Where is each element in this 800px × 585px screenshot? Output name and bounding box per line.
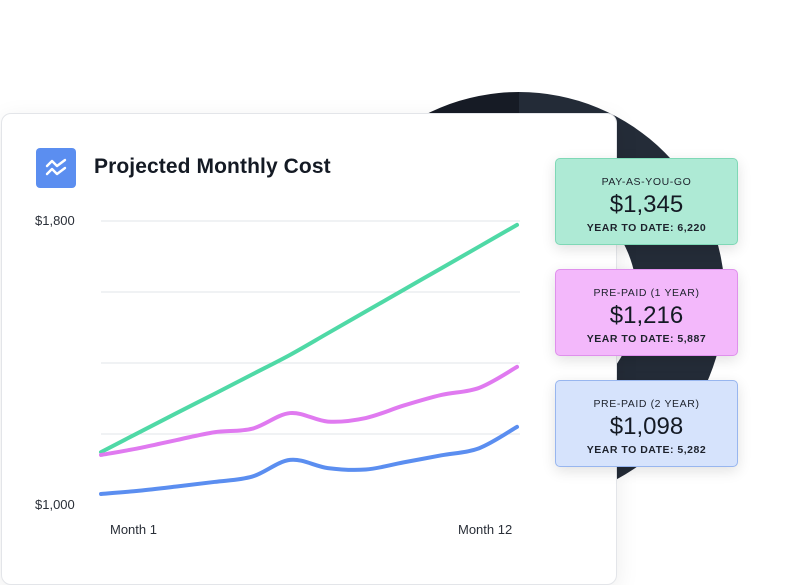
plan-price: $1,098: [609, 413, 684, 440]
series-line-pre-paid-1-year-: [99, 364, 519, 457]
plan-price: $1,216: [609, 302, 684, 329]
plan-price: $1,345: [609, 191, 684, 218]
trend-lines-icon: [36, 148, 76, 188]
chart-title: Projected Monthly Cost: [94, 155, 331, 178]
plan-ytd: YEAR TO DATE: 6,220: [586, 222, 707, 234]
line-chart: [99, 220, 520, 496]
plan-card-pay-as-you-go: PAY-AS-YOU-GO $1,345 YEAR TO DATE: 6,220: [555, 158, 738, 245]
plan-card-prepaid-2-year: PRE-PAID (2 YEAR) $1,098 YEAR TO DATE: 5…: [555, 380, 738, 467]
series-line-pre-paid-2-year-: [99, 424, 519, 496]
y-tick-label: $1,000: [35, 497, 75, 512]
x-tick-label: Month 1: [110, 522, 157, 537]
plan-name: PRE-PAID (2 YEAR): [593, 398, 700, 410]
y-tick-label: $1,800: [35, 213, 75, 228]
plan-card-prepaid-1-year: PRE-PAID (1 YEAR) $1,216 YEAR TO DATE: 5…: [555, 269, 738, 356]
plan-ytd: YEAR TO DATE: 5,282: [586, 444, 707, 456]
plan-name: PRE-PAID (1 YEAR): [593, 287, 700, 299]
x-tick-label: Month 12: [458, 522, 513, 537]
plan-name: PAY-AS-YOU-GO: [601, 176, 692, 188]
series-line-pay-as-you-go: [99, 222, 519, 455]
plan-ytd: YEAR TO DATE: 5,887: [586, 333, 707, 345]
